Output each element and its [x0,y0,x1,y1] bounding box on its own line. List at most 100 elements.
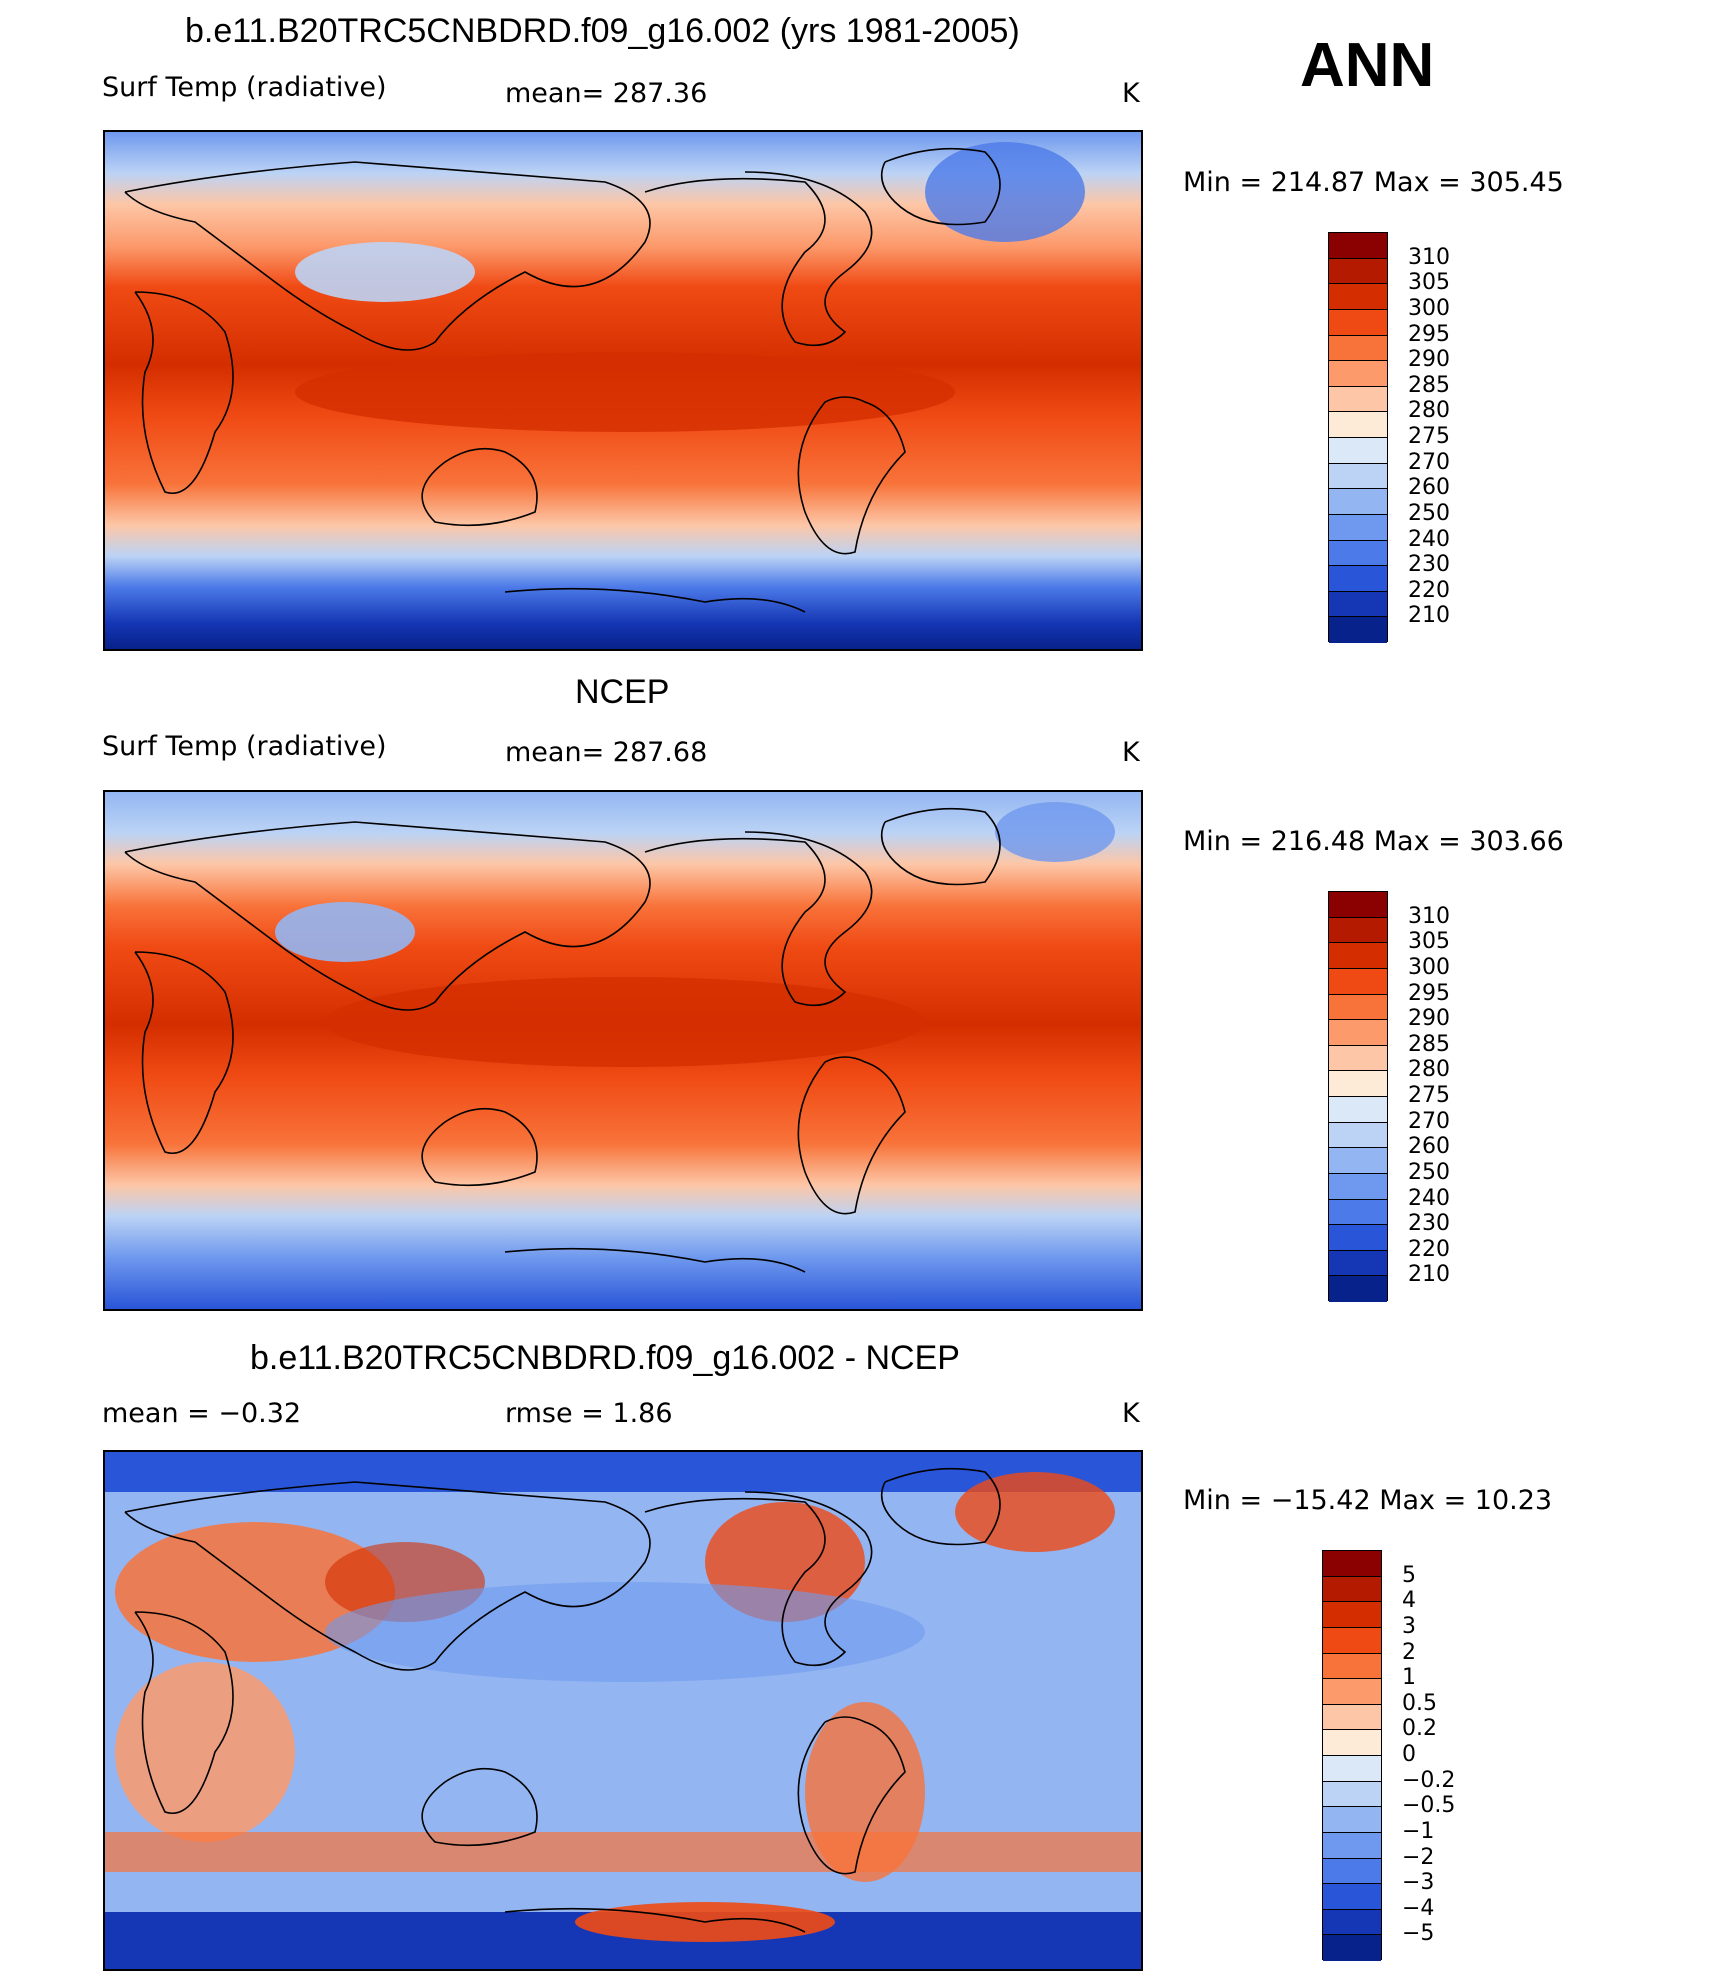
panel1-colorbar [1328,232,1388,643]
colorbar-tick-label: 260 [1408,1134,1450,1160]
colorbar-swatch [1329,1173,1387,1200]
colorbar-tick-label: 310 [1408,244,1450,270]
panel1-mean-label: mean= 287.36 [505,78,708,109]
colorbar-tick-label: 210 [1408,603,1450,629]
panel2-temperature-map [103,790,1143,1311]
panel3-difference-map [103,1450,1143,1971]
panel1-min-max: Min = 214.87 Max = 305.45 [1183,167,1564,198]
colorbar-swatch [1323,1756,1381,1782]
colorbar-tick-label: 0.2 [1402,1716,1437,1742]
colorbar-swatch [1329,617,1387,643]
colorbar-swatch [1323,1909,1381,1936]
colorbar-tick-label: 220 [1408,1236,1450,1262]
colorbar-swatch [1329,335,1387,362]
colorbar-swatch [1329,309,1387,336]
colorbar-tick-label: −1 [1402,1818,1435,1844]
panel2-unit-label: K [1122,737,1140,768]
colorbar-tick-label: 0.5 [1402,1690,1437,1716]
colorbar-swatch [1329,1148,1387,1174]
panel3-rmse-label: rmse = 1.86 [505,1398,673,1429]
colorbar-swatch [1329,361,1387,387]
colorbar-swatch [1329,233,1387,259]
colorbar-tick-label: 290 [1408,347,1450,373]
panel3-min-max: Min = −15.42 Max = 10.23 [1183,1485,1553,1516]
colorbar-swatch [1323,1679,1381,1705]
colorbar-tick-label: 275 [1408,1083,1450,1108]
colorbar-tick-label: 1 [1402,1665,1416,1691]
colorbar-swatch [1323,1627,1381,1654]
colorbar-swatch [1323,1781,1381,1808]
colorbar-tick-label: −5 [1402,1921,1435,1947]
panel1-variable-label: Surf Temp (radiative) [102,72,387,103]
colorbar-tick-label: 290 [1408,1006,1450,1032]
colorbar-swatch [1323,1551,1381,1577]
colorbar-tick-label: 275 [1408,424,1450,449]
panel3-colorbar [1322,1550,1382,1961]
colorbar-tick-label: 3 [1402,1613,1416,1639]
colorbar-swatch [1329,994,1387,1021]
colorbar-swatch [1329,1122,1387,1149]
colorbar-tick-label: 260 [1408,475,1450,501]
colorbar-swatch [1329,1225,1387,1251]
colorbar-tick-label: −2 [1402,1844,1435,1870]
colorbar-swatch [1323,1704,1381,1731]
colorbar-tick-label: 280 [1408,1057,1450,1083]
colorbar-tick-label: 5 [1402,1562,1416,1588]
colorbar-swatch [1329,489,1387,515]
colorbar-tick-label: 305 [1408,929,1450,955]
panel2-colorbar [1328,891,1388,1302]
panel2-mean-label: mean= 287.68 [505,737,708,768]
colorbar-tick-label: 230 [1408,552,1450,578]
panel1-unit-label: K [1122,78,1140,109]
panel2-variable-label: Surf Temp (radiative) [102,731,387,762]
colorbar-swatch [1329,438,1387,464]
colorbar-tick-label: 230 [1408,1211,1450,1237]
season-label: ANN [1300,31,1435,100]
panel3-title: b.e11.B20TRC5CNBDRD.f09_g16.002 - NCEP [250,1339,960,1377]
colorbar-swatch [1329,943,1387,969]
colorbar-tick-label: 270 [1408,1108,1450,1134]
panel3-mean-label: mean = −0.32 [102,1398,302,1429]
colorbar-swatch [1329,284,1387,310]
colorbar-swatch [1329,591,1387,618]
colorbar-tick-label: 250 [1408,500,1450,526]
colorbar-tick-label: 285 [1408,1031,1450,1057]
colorbar-swatch [1329,1045,1387,1072]
colorbar-swatch [1323,1832,1381,1859]
colorbar-swatch [1329,1276,1387,1302]
colorbar-swatch [1329,1071,1387,1097]
panel2-min-max: Min = 216.48 Max = 303.66 [1183,826,1564,857]
colorbar-swatch [1329,1199,1387,1226]
colorbar-tick-label: 295 [1408,321,1450,347]
colorbar-swatch [1323,1576,1381,1603]
colorbar-tick-label: 2 [1402,1639,1416,1665]
colorbar-swatch [1329,412,1387,438]
colorbar-tick-label: 300 [1408,954,1450,980]
colorbar-tick-label: 240 [1408,526,1450,552]
colorbar-tick-label: 310 [1408,903,1450,929]
panel1-temperature-map [103,130,1143,651]
colorbar-tick-label: 295 [1408,980,1450,1006]
colorbar-swatch [1323,1884,1381,1910]
colorbar-swatch [1329,566,1387,592]
colorbar-tick-label: −4 [1402,1895,1435,1921]
colorbar-swatch [1323,1935,1381,1961]
panel2-title: NCEP [575,673,670,711]
colorbar-tick-label: 305 [1408,270,1450,296]
colorbar-tick-label: 0 [1402,1742,1416,1767]
colorbar-swatch [1323,1653,1381,1680]
colorbar-swatch [1329,892,1387,918]
colorbar-swatch [1329,463,1387,490]
colorbar-tick-label: 280 [1408,398,1450,424]
colorbar-swatch [1329,1097,1387,1123]
colorbar-swatch [1323,1858,1381,1885]
colorbar-swatch [1329,540,1387,567]
panel1-title: b.e11.B20TRC5CNBDRD.f09_g16.002 (yrs 198… [185,12,1020,50]
colorbar-swatch [1323,1730,1381,1756]
colorbar-swatch [1323,1807,1381,1833]
colorbar-tick-label: −0.5 [1402,1793,1456,1819]
colorbar-tick-label: 240 [1408,1185,1450,1211]
colorbar-swatch [1329,917,1387,944]
colorbar-tick-label: 210 [1408,1262,1450,1288]
colorbar-swatch [1329,1020,1387,1046]
